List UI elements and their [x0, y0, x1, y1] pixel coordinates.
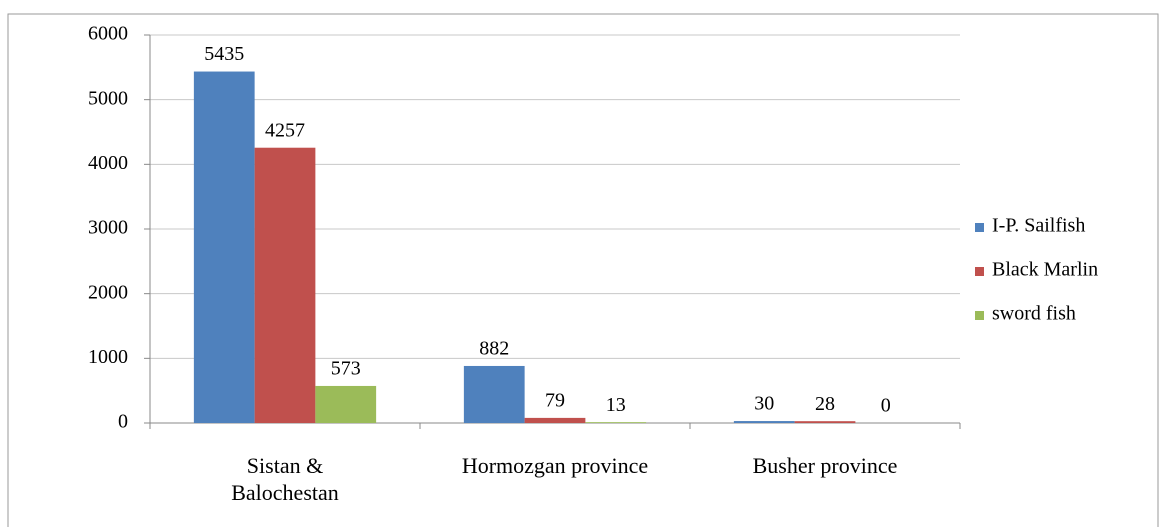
legend-label: Black Marlin — [992, 259, 1098, 281]
value-label: 13 — [606, 394, 626, 416]
x-tick-label: Busher province — [752, 453, 898, 478]
value-label: 882 — [479, 338, 509, 360]
value-label: 4257 — [265, 119, 305, 141]
y-tick-label: 1000 — [88, 346, 128, 368]
value-label: 28 — [815, 393, 835, 415]
value-label: 30 — [754, 393, 774, 415]
bar — [193, 71, 255, 423]
y-tick-label: 2000 — [88, 281, 128, 303]
legend-label: sword fish — [992, 303, 1076, 325]
x-tick-label: Hormozgan province — [461, 453, 649, 478]
bar — [315, 385, 377, 423]
legend-label: I-P. Sailfish — [992, 215, 1085, 237]
legend-swatch — [975, 267, 984, 276]
legend-swatch — [975, 223, 984, 232]
y-tick-label: 3000 — [88, 217, 128, 239]
bar — [794, 421, 856, 423]
legend-swatch — [975, 311, 984, 320]
y-tick-label: 4000 — [88, 152, 128, 174]
chart-border — [7, 13, 1159, 527]
bar — [254, 147, 316, 424]
value-label: 79 — [545, 389, 565, 411]
bar — [585, 422, 647, 423]
x-tick-label: Sistan & Balochestan — [231, 453, 339, 505]
value-label: 0 — [881, 395, 891, 417]
bar — [733, 421, 795, 423]
value-label: 5435 — [204, 43, 244, 65]
y-tick-label: 6000 — [88, 23, 128, 45]
bar — [463, 365, 525, 423]
bar — [524, 417, 586, 423]
y-tick-label: 0 — [118, 411, 128, 433]
value-label: 573 — [331, 358, 361, 380]
y-tick-label: 5000 — [88, 87, 128, 109]
